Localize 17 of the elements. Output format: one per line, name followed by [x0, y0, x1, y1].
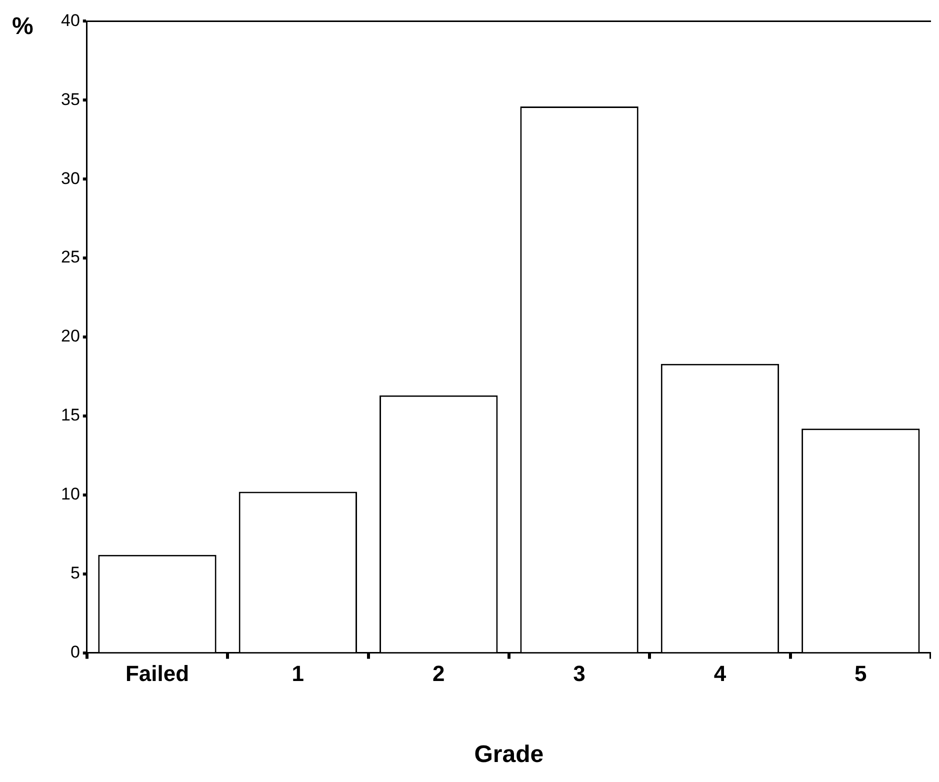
y-tick-label: 0 — [70, 642, 80, 662]
y-tick-label: 5 — [70, 564, 80, 583]
y-tick-label: 40 — [60, 10, 80, 30]
y-tick-label: 30 — [60, 168, 80, 188]
y-tick-label: 35 — [60, 90, 80, 109]
y-tick-label: 15 — [60, 406, 80, 425]
x-tick-label: 3 — [573, 661, 586, 686]
y-tick-label: 25 — [60, 248, 80, 267]
x-tick-label: Failed — [125, 661, 190, 686]
y-axis-title: % — [12, 12, 34, 40]
x-tick-label: 2 — [432, 661, 445, 686]
x-tick-label: 4 — [714, 661, 727, 686]
y-tick-label: 20 — [60, 326, 80, 346]
x-tick-label: 5 — [854, 661, 867, 686]
x-tick-label: 1 — [292, 661, 304, 686]
x-axis-title: Grade — [474, 741, 544, 768]
y-tick-label: 10 — [60, 484, 80, 504]
